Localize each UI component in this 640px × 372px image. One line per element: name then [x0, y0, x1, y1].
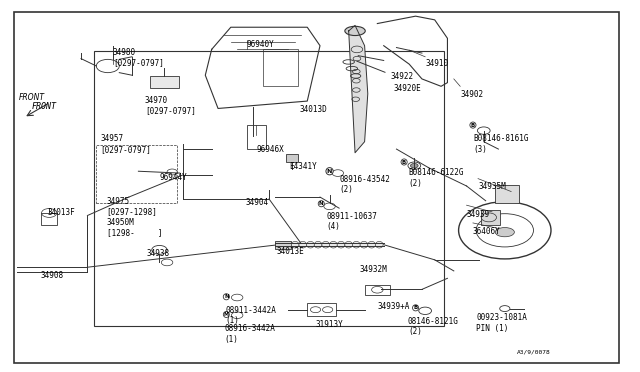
- Text: 34975
[0297-1298]
34950M
[1298-     ]: 34975 [0297-1298] 34950M [1298- ]: [106, 197, 162, 237]
- Ellipse shape: [307, 241, 314, 248]
- Text: E4341Y: E4341Y: [289, 162, 317, 171]
- Text: N: N: [319, 201, 324, 206]
- Text: FRONT: FRONT: [19, 93, 45, 102]
- Bar: [41, 213, 57, 225]
- Text: 08916-43542
(2): 08916-43542 (2): [339, 175, 390, 194]
- Text: 00923-1081A
PIN (1): 00923-1081A PIN (1): [476, 313, 527, 333]
- Text: 34932M: 34932M: [360, 265, 387, 275]
- Text: B: B: [413, 305, 418, 310]
- Text: B08146-6122G
(2): B08146-6122G (2): [408, 168, 463, 188]
- Ellipse shape: [330, 241, 337, 248]
- Ellipse shape: [299, 241, 307, 248]
- Text: N: N: [224, 294, 228, 299]
- Text: 34957
[0297-0797]: 34957 [0297-0797]: [100, 134, 151, 154]
- Bar: [246, 125, 266, 149]
- Bar: [307, 303, 336, 316]
- Text: 96944Y: 96944Y: [159, 173, 187, 182]
- Text: 34908: 34908: [41, 271, 64, 280]
- Polygon shape: [349, 25, 368, 153]
- Text: FRONT: FRONT: [32, 102, 57, 111]
- Circle shape: [410, 163, 418, 168]
- Text: N: N: [327, 169, 332, 174]
- Bar: [481, 210, 500, 225]
- Text: 34980
[0297-0797]: 34980 [0297-0797]: [113, 48, 164, 67]
- Ellipse shape: [368, 241, 376, 248]
- Bar: [286, 154, 298, 162]
- Text: 34938: 34938: [147, 249, 170, 258]
- Ellipse shape: [291, 241, 299, 248]
- Ellipse shape: [322, 241, 330, 248]
- Text: 08911-3442A
(1): 08911-3442A (1): [226, 306, 276, 326]
- Text: A3/9/0078: A3/9/0078: [516, 350, 550, 355]
- Text: 34013F: 34013F: [47, 208, 75, 217]
- Text: B: B: [471, 123, 475, 128]
- Text: 08916-3442A
(1): 08916-3442A (1): [225, 324, 275, 344]
- Bar: [94, 51, 444, 326]
- Text: 34939: 34939: [467, 210, 490, 219]
- Text: 08911-10637
(4): 08911-10637 (4): [326, 212, 377, 231]
- Text: 34910: 34910: [425, 59, 448, 68]
- Bar: [365, 285, 390, 295]
- Text: M: M: [224, 312, 229, 317]
- Text: B: B: [402, 160, 406, 164]
- Ellipse shape: [345, 26, 365, 36]
- Ellipse shape: [314, 241, 322, 248]
- Text: B08146-8161G
(3): B08146-8161G (3): [473, 134, 529, 154]
- Text: 34902: 34902: [460, 90, 483, 99]
- Text: 31913Y: 31913Y: [316, 320, 343, 328]
- Ellipse shape: [345, 241, 353, 248]
- Text: 96946X: 96946X: [256, 145, 284, 154]
- Ellipse shape: [495, 228, 515, 237]
- Text: 34013E: 34013E: [276, 247, 305, 256]
- Ellipse shape: [360, 241, 368, 248]
- Ellipse shape: [376, 241, 383, 248]
- Text: 08146-8121G
(2): 08146-8121G (2): [408, 317, 459, 336]
- Bar: [495, 185, 520, 203]
- Bar: [262, 49, 298, 86]
- Text: 34970
[0297-0797]: 34970 [0297-0797]: [145, 96, 196, 115]
- Text: 34922: 34922: [390, 71, 413, 81]
- Bar: [96, 145, 177, 203]
- Bar: [150, 76, 179, 88]
- Ellipse shape: [353, 241, 360, 248]
- Ellipse shape: [337, 241, 345, 248]
- Text: 34920E: 34920E: [394, 84, 421, 93]
- Bar: [275, 241, 291, 249]
- Text: 96940Y: 96940Y: [246, 40, 275, 49]
- Text: 34939+A: 34939+A: [378, 302, 410, 311]
- Text: 34904: 34904: [246, 198, 269, 207]
- Text: 34013D: 34013D: [300, 105, 327, 114]
- Text: 36406Y: 36406Y: [473, 227, 500, 235]
- Text: 34935M: 34935M: [478, 182, 506, 191]
